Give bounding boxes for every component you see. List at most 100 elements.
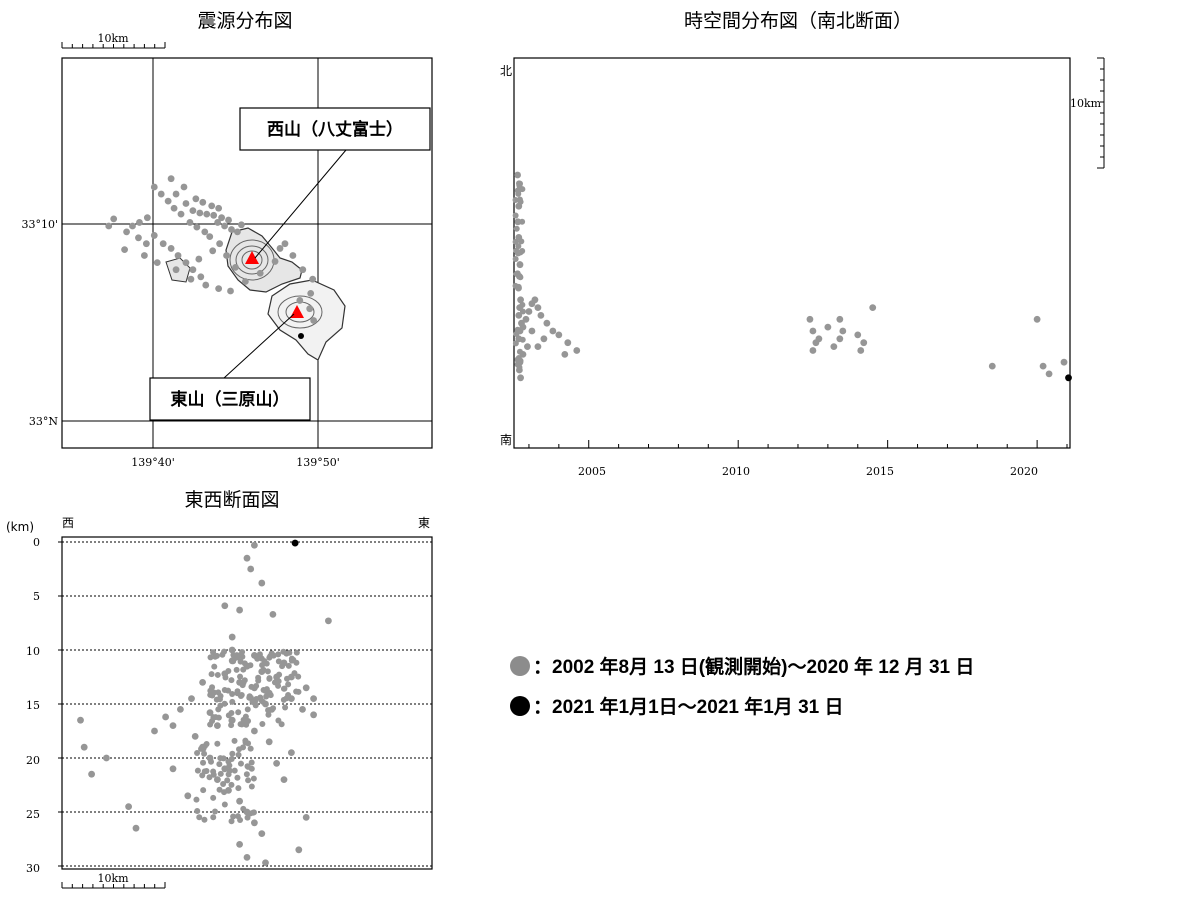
epicenter-point <box>225 217 232 224</box>
spacetime-point <box>514 172 521 179</box>
ew-section-point <box>244 854 251 861</box>
epicenter-point <box>210 212 217 219</box>
spacetime-point <box>523 316 530 323</box>
spacetime-point <box>518 358 524 364</box>
epicenter-point <box>123 228 130 235</box>
epicenter-point <box>158 191 165 198</box>
epicenter-point <box>154 259 161 266</box>
epicenter-point <box>272 258 279 265</box>
ew-section-point <box>258 830 265 837</box>
ew-section-point <box>236 607 243 614</box>
epicenter-point <box>187 219 194 226</box>
ew-section-point <box>214 722 221 729</box>
spacetime-point <box>518 238 524 244</box>
epicenter-point <box>223 252 230 259</box>
epicenter-point <box>193 224 200 231</box>
epicenter-point <box>143 240 150 247</box>
epicenter-point <box>199 199 206 206</box>
year-tick-2010: 2010 <box>722 465 750 478</box>
epicenter-point <box>215 285 222 292</box>
scale-bar-bottom: 10km <box>62 872 165 888</box>
ew-section-point <box>222 675 228 681</box>
legend-item-old: ：2002 年8月 13 日(観測開始)～2020 年 12 月 31 日 <box>510 652 974 679</box>
ew-section-point <box>251 819 258 826</box>
ew-section-point <box>211 772 217 778</box>
depth-tick-0: 0 <box>33 536 40 549</box>
ew-section-point <box>240 680 246 686</box>
ew-section-point <box>303 684 310 691</box>
ew-section-point <box>196 814 202 820</box>
ew-section-point <box>228 710 234 716</box>
scale-bar-label: 10km <box>97 32 129 45</box>
ew-section-point <box>258 580 265 587</box>
ew-section-point <box>270 705 276 711</box>
ew-section-point <box>77 717 84 724</box>
ew-section-point <box>299 706 306 713</box>
ew-section-point <box>266 676 272 682</box>
ew-section-point <box>245 777 251 783</box>
ew-section-point <box>284 676 290 682</box>
epicenter-point <box>181 184 188 191</box>
east-label: 東 <box>418 516 430 530</box>
epicenter-point <box>175 252 182 259</box>
ew-section-point <box>237 674 243 680</box>
ew-section-point <box>281 776 288 783</box>
epicenter-point <box>188 276 195 283</box>
spacetime-point <box>532 296 539 303</box>
spacetime-point <box>517 374 524 381</box>
ew-section-point <box>199 679 206 686</box>
ew-section-point <box>276 678 282 684</box>
epicenter-point <box>310 317 317 324</box>
ew-section-point <box>224 777 230 783</box>
ew-section-point <box>208 759 214 765</box>
ew-section-point <box>133 825 140 832</box>
spacetime-point <box>857 347 864 354</box>
epicenter-point <box>183 259 190 266</box>
spacetime-point <box>517 261 523 267</box>
ew-section-point <box>238 693 244 699</box>
epicenter-point <box>203 211 210 218</box>
ew-section-point <box>204 768 210 774</box>
year-tick-2005: 2005 <box>578 465 606 478</box>
epicenter-point <box>214 219 221 226</box>
epicenter-point <box>209 247 216 254</box>
depth-tick-10: 10 <box>26 645 40 658</box>
spacetime-point <box>513 197 519 203</box>
epicenter-point <box>129 223 136 230</box>
ew-section-point <box>229 634 236 641</box>
epicenter-point <box>196 210 203 217</box>
ew-section-point <box>200 760 206 766</box>
epicenter-point <box>307 290 314 297</box>
ew-section-point <box>286 663 292 669</box>
epicenter-point <box>232 264 239 271</box>
epicenter-point <box>195 256 202 263</box>
epicenter-point <box>136 219 143 226</box>
ew-section-point <box>125 803 132 810</box>
ew-section-point <box>270 611 277 618</box>
epicenter-point <box>234 228 241 235</box>
depth-tick-30: 30 <box>26 862 40 875</box>
epicenter-point <box>165 198 172 205</box>
epicenter-point <box>178 211 185 218</box>
ew-section-point <box>217 755 223 761</box>
ew-section-point <box>221 649 227 655</box>
epicenter-point <box>242 278 249 285</box>
depth-tick-25: 25 <box>26 808 40 821</box>
ew-section-point <box>229 699 235 705</box>
ew-section-point <box>228 782 234 788</box>
epicenter-point <box>192 195 199 202</box>
ew-section-point <box>247 693 253 699</box>
spacetime-point <box>1046 371 1053 378</box>
epicenter-point <box>299 266 306 273</box>
depth-tick-5: 5 <box>33 590 40 603</box>
ew-section-point <box>225 668 231 674</box>
year-tick-2020: 2020 <box>1010 465 1038 478</box>
spacetime-point <box>573 347 580 354</box>
ew-section-point <box>257 654 263 660</box>
ew-section-point <box>201 817 207 823</box>
ew-section-point <box>239 721 245 727</box>
ew-section-point <box>295 674 301 680</box>
epicenter-point-recent <box>298 333 304 339</box>
spacetime-point <box>810 347 817 354</box>
